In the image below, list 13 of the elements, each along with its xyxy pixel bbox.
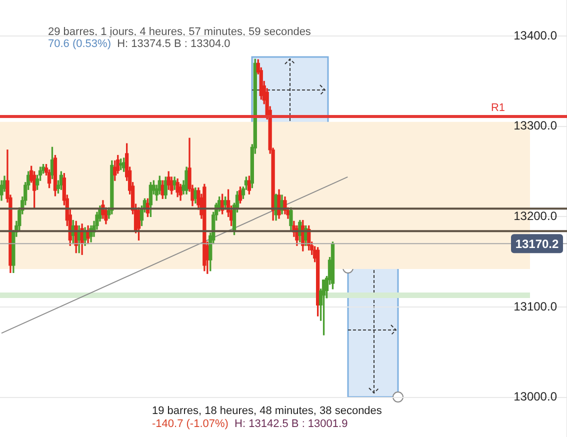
annotation: 19 barres, 18 heures, 48 minutes, 38 secondes bbox=[152, 405, 382, 417]
y-tick-label: 13300.0 bbox=[514, 118, 558, 133]
annotation: 70.6 (0.53%) bbox=[48, 38, 111, 50]
annotation: 29 barres, 1 jours, 4 heures, 57 minutes, 59 secondes bbox=[48, 26, 311, 38]
y-tick-label: 13400.0 bbox=[514, 28, 558, 42]
annotation: H: 13374.5 B : 13304.0 bbox=[116, 38, 230, 50]
annotation: H: 13142.5 B : 13001.9 bbox=[234, 418, 348, 430]
ref-line-label: R1 bbox=[490, 102, 506, 114]
y-tick-label: 13200.0 bbox=[514, 209, 558, 224]
annotation: -140.7 (-1.07%) bbox=[152, 418, 228, 430]
y-tick-label: 13100.0 bbox=[514, 299, 558, 314]
ref-line-label: 13170.2 bbox=[515, 236, 560, 251]
y-tick-label: 13000.0 bbox=[514, 390, 558, 404]
